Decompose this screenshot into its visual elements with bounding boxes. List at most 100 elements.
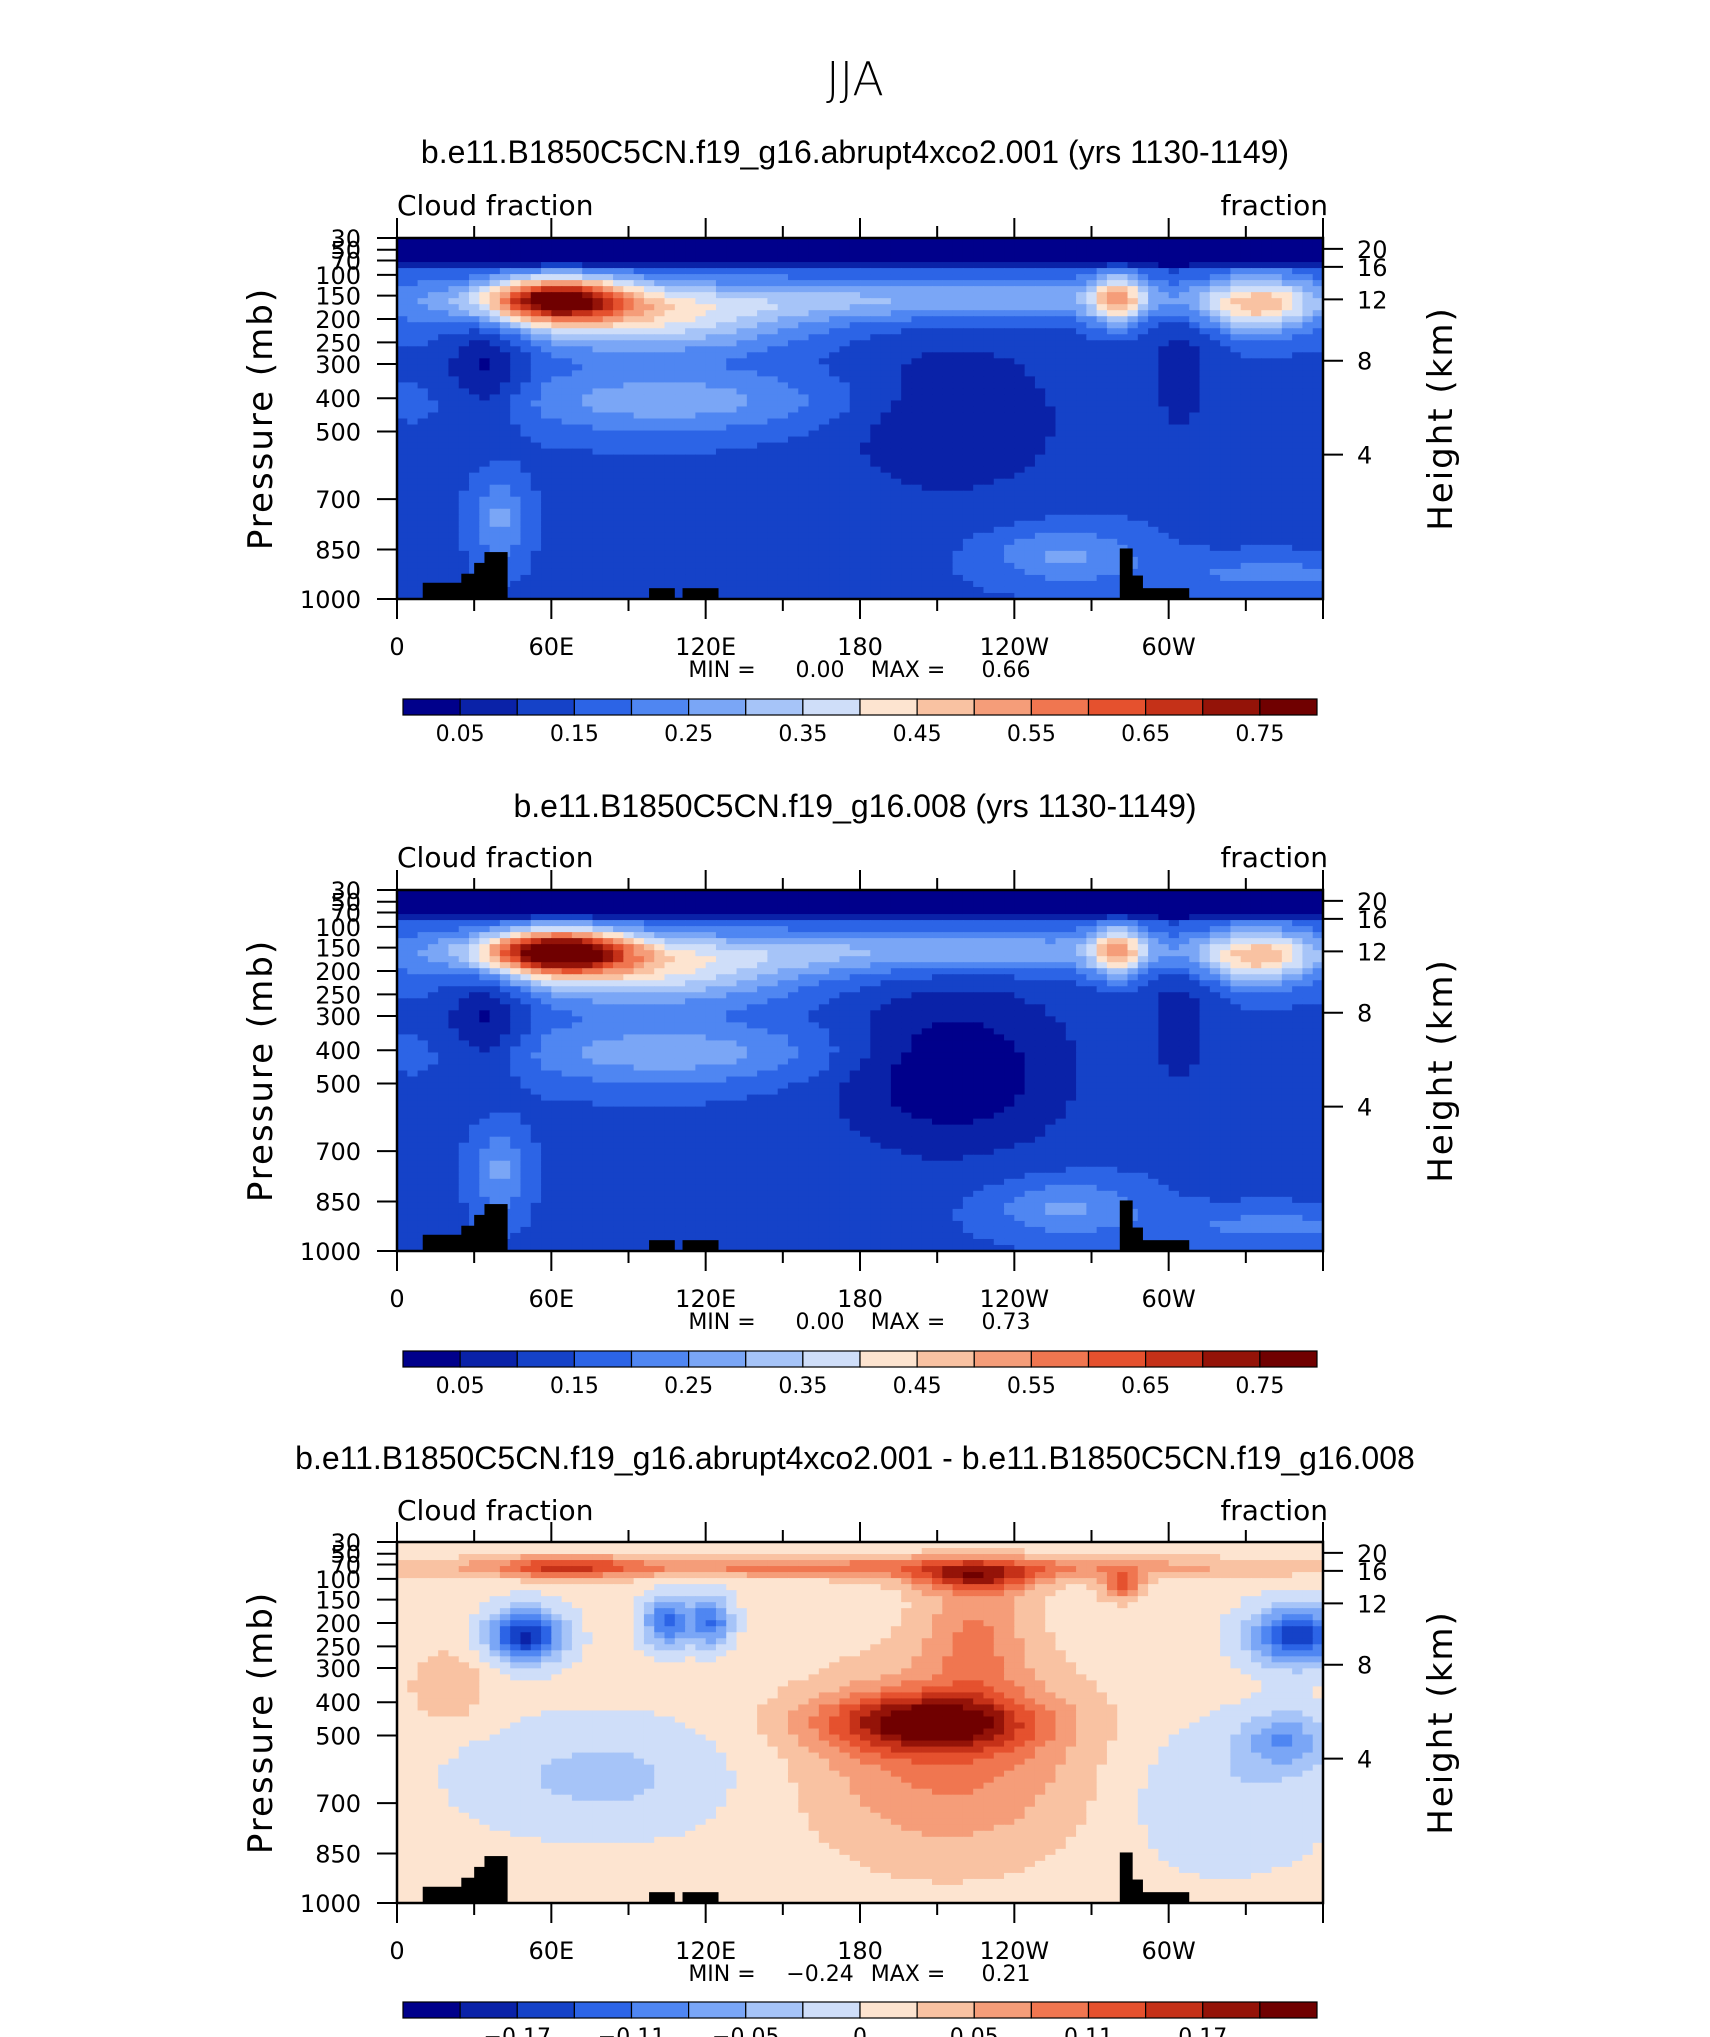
contour-cell [520, 514, 532, 522]
contour-cell [448, 544, 460, 552]
contour-cell [1045, 316, 1057, 323]
contour-cell [1302, 310, 1314, 317]
contour-cell [1055, 490, 1067, 498]
contour-cell [757, 328, 768, 335]
contour-cell [1086, 508, 1098, 516]
contour-cell [880, 238, 892, 245]
contour-cell [1271, 346, 1283, 353]
contour-cell [397, 316, 408, 323]
contour-cell [1158, 286, 1170, 293]
contour-cell [592, 286, 604, 293]
contour-cell [798, 412, 810, 420]
contour-cell [633, 538, 645, 546]
contour-cell [942, 448, 954, 456]
contour-cell [1024, 328, 1036, 335]
contour-cell [942, 544, 954, 552]
contour-cell [479, 280, 491, 287]
contour-cell [633, 322, 645, 329]
contour-cell [674, 490, 686, 498]
contour-cell [1096, 508, 1108, 516]
contour-cell [1076, 550, 1087, 558]
contour-cell [1137, 298, 1149, 305]
contour-cell [448, 274, 460, 281]
contour-cell [1158, 430, 1170, 438]
contour-cell [1034, 370, 1046, 377]
contour-cell [551, 502, 563, 510]
contour-cell [1230, 454, 1242, 462]
contour-cell [1055, 310, 1067, 317]
contour-cell [623, 280, 635, 287]
contour-cell [1312, 514, 1324, 522]
contour-cell [1045, 484, 1057, 492]
contour-cell [1137, 448, 1149, 456]
contour-cell [510, 376, 522, 383]
contour-cell [787, 238, 799, 245]
contour-cell [1034, 478, 1046, 486]
contour-cell [993, 412, 1005, 420]
contour-cell [530, 418, 542, 426]
contour-cell [664, 460, 676, 468]
contour-cell [973, 262, 985, 269]
contour-cell [890, 352, 902, 359]
contour-cell [510, 358, 522, 365]
contour-cell [438, 490, 450, 498]
contour-cell [1137, 532, 1149, 540]
contour-cell [818, 292, 830, 299]
contour-cell [561, 280, 573, 287]
contour-cell [489, 538, 501, 546]
contour-cell [880, 244, 892, 251]
contour-cell [1076, 328, 1087, 335]
contour-cell [1158, 514, 1170, 522]
contour-cell [901, 286, 913, 293]
contour-cell [1271, 532, 1283, 540]
contour-cell [602, 484, 614, 492]
contour-cell [520, 502, 532, 510]
contour-cell [520, 568, 532, 576]
contour-cell [983, 292, 995, 299]
contour-cell [541, 460, 552, 468]
contour-cell [726, 544, 738, 552]
contour-cell [1250, 502, 1262, 510]
contour-cell [767, 520, 779, 528]
contour-cell [798, 544, 810, 552]
contour-cell [1045, 286, 1057, 293]
contour-cell [1117, 256, 1129, 263]
contour-cell [1302, 274, 1314, 281]
contour-cell [1158, 310, 1170, 317]
contour-cell [582, 484, 594, 492]
contour-cell [510, 472, 522, 480]
contour-cell [952, 556, 964, 564]
contour-cell [633, 454, 645, 462]
contour-cell [1230, 436, 1242, 444]
contour-cell [993, 514, 1005, 522]
contour-cell [870, 412, 882, 420]
contour-cell [427, 544, 439, 552]
contour-cell [1178, 340, 1190, 347]
contour-cell [654, 484, 666, 492]
contour-cell [1302, 496, 1314, 504]
contour-cell [1065, 334, 1077, 341]
contour-cell [1230, 466, 1242, 474]
contour-cell [983, 556, 995, 564]
contour-cell [1065, 286, 1077, 293]
contour-cell [1137, 292, 1149, 299]
contour-cell [1117, 304, 1129, 311]
contour-cell [448, 454, 460, 462]
contour-cell [1189, 358, 1201, 365]
contour-cell [1178, 262, 1190, 269]
contour-cell [1230, 484, 1242, 492]
contour-cell [921, 364, 933, 371]
contour-cell [798, 328, 810, 335]
contour-cell [973, 394, 985, 402]
contour-cell [715, 442, 727, 450]
contour-cell [530, 400, 542, 408]
contour-cell [921, 400, 933, 408]
contour-cell [952, 550, 964, 558]
contour-cell [736, 448, 748, 456]
contour-cell [860, 502, 871, 510]
contour-cell [1076, 502, 1087, 510]
contour-cell [489, 304, 501, 311]
contour-cell [849, 274, 861, 281]
contour-cell [715, 454, 727, 462]
contour-cell [633, 310, 645, 317]
